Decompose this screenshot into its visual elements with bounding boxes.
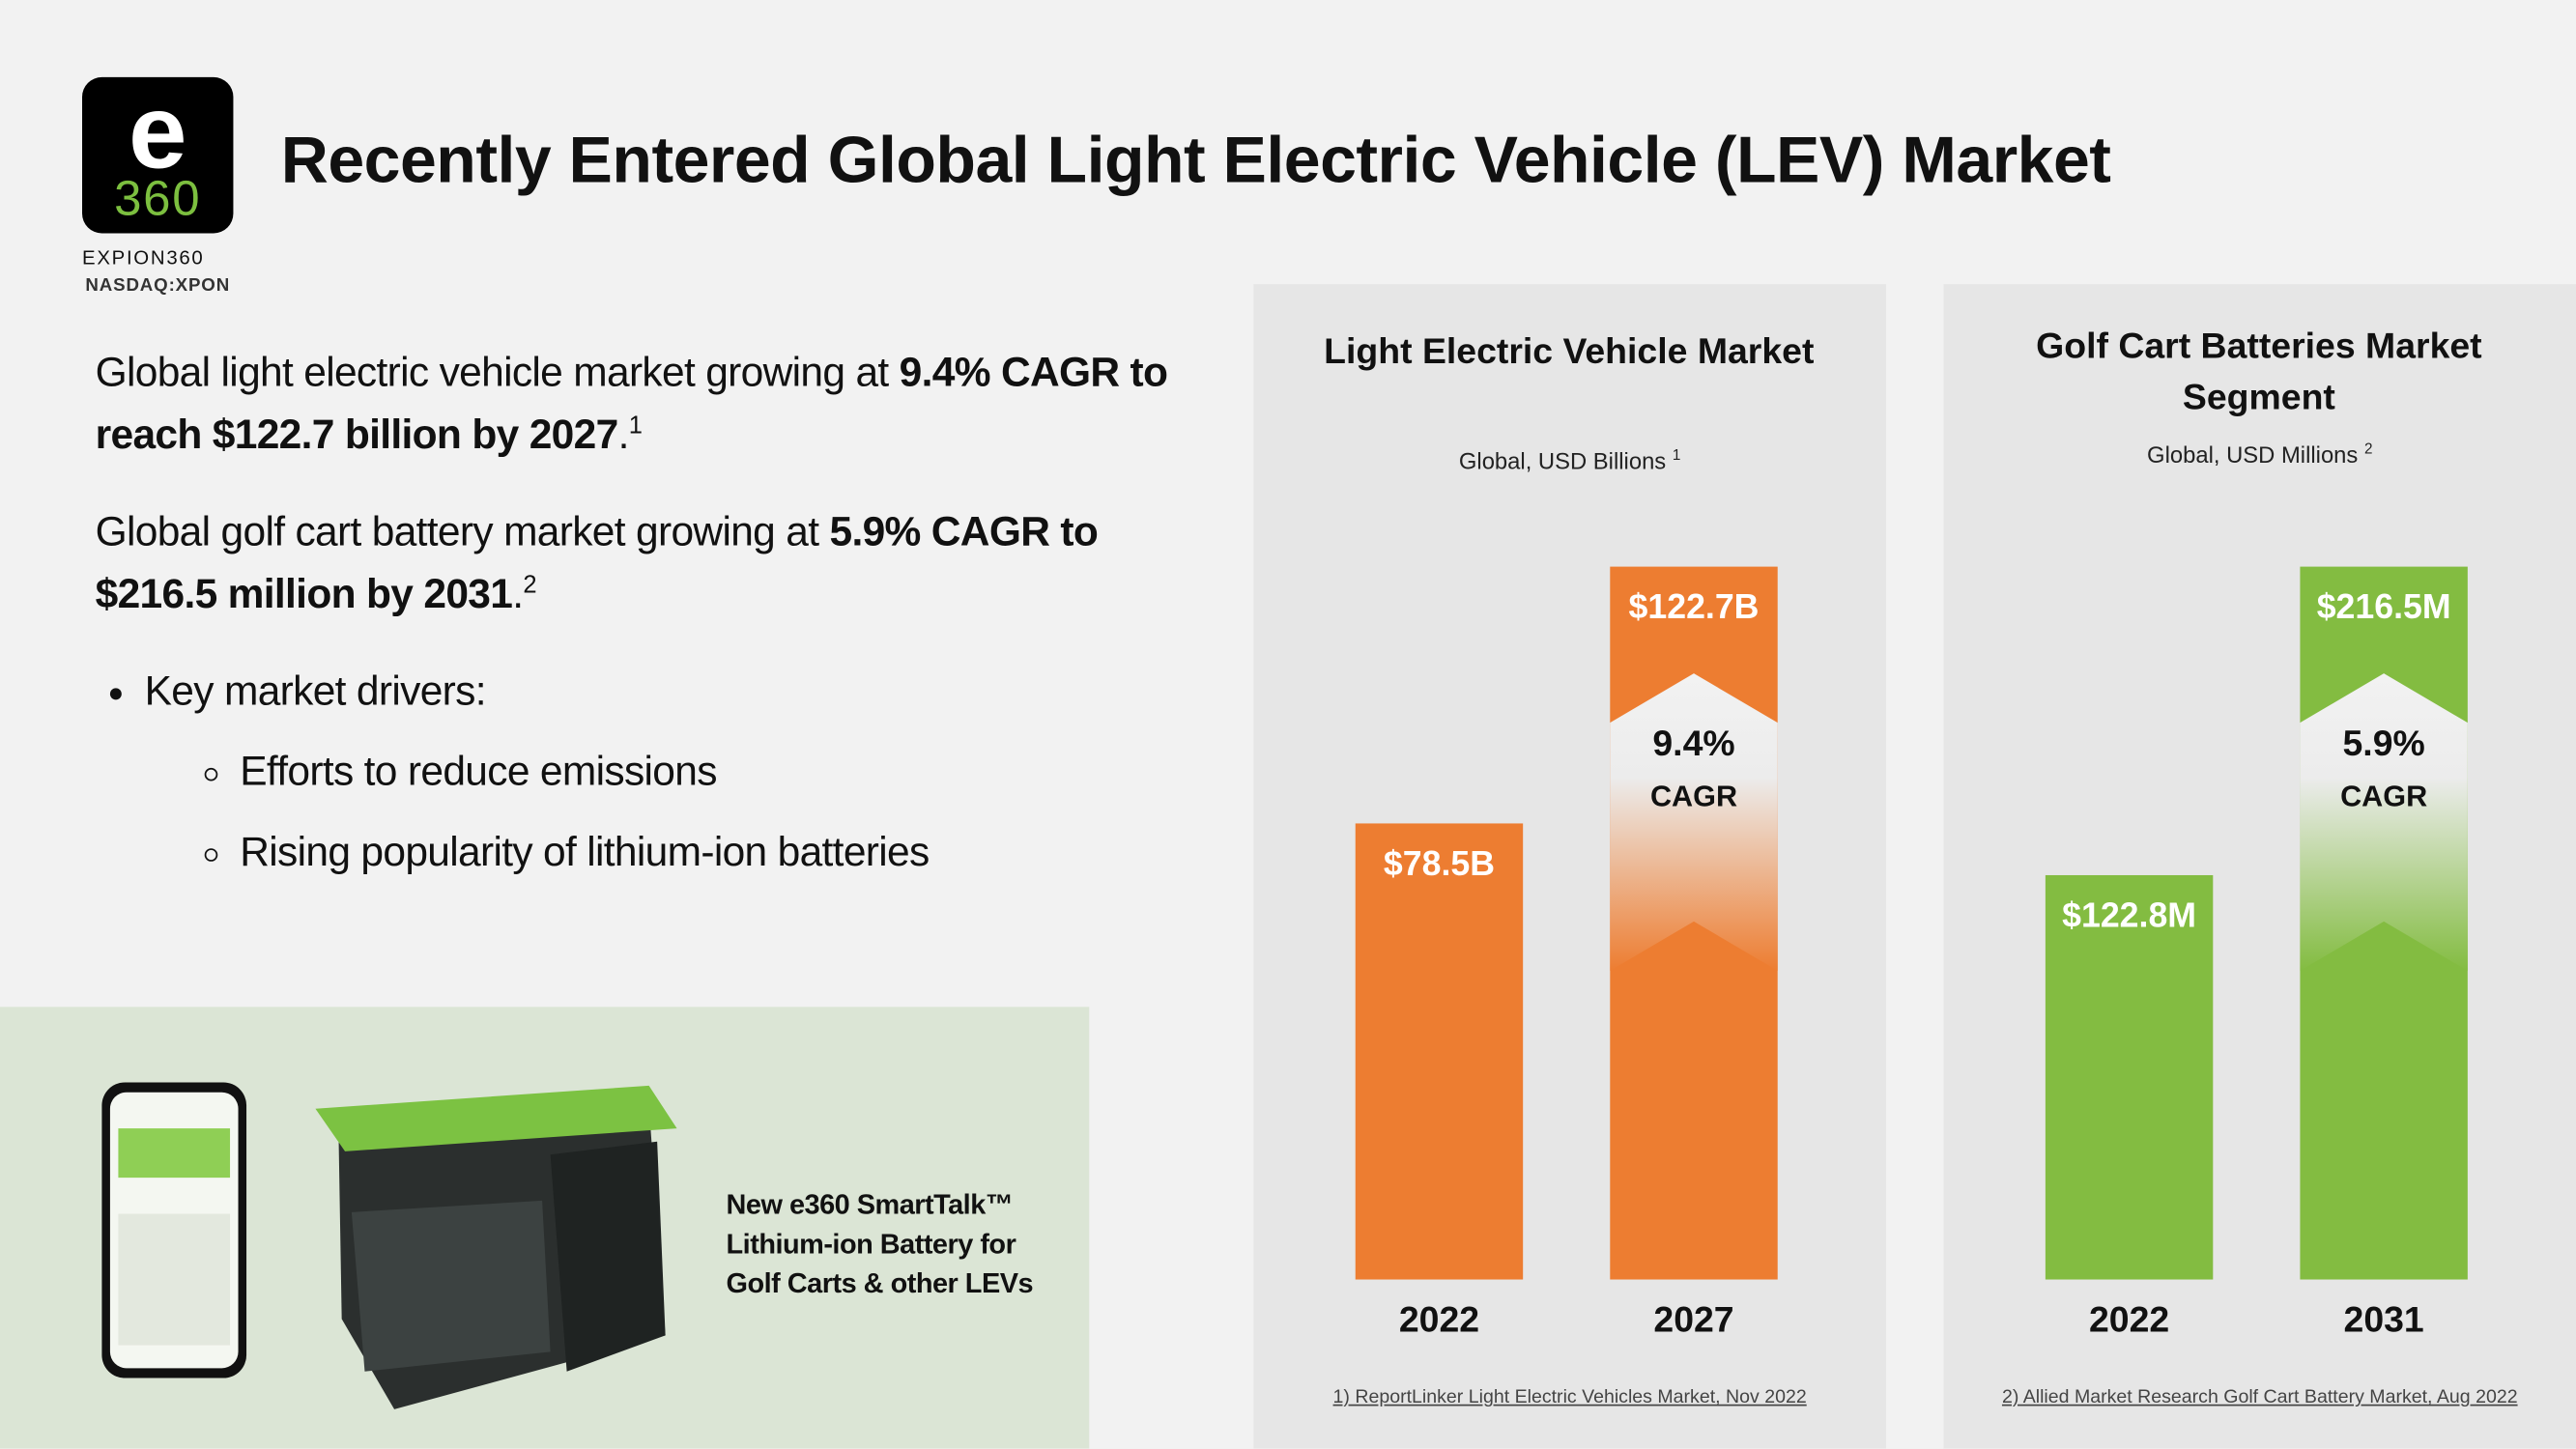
bold-text: 5.9% CAGR to $216.5 million by 2031 [95, 509, 1099, 618]
logo-letter: e [128, 71, 187, 191]
logo-number: 360 [114, 172, 202, 227]
chart: $122.8M 2022 5.9% CAGR $216.5M 2031 [2045, 566, 2468, 1340]
paragraph: Global light electric vehicle market gro… [96, 342, 1180, 467]
chart-subtitle: Global, USD Millions 2 [1943, 440, 2576, 468]
footnote-ref: 1 [628, 412, 643, 440]
chart-source: 1) ReportLinker Light Electric Vehicles … [1332, 1387, 1807, 1408]
x-tick-label: 2027 [1653, 1299, 1733, 1340]
product-panel [0, 1007, 1090, 1449]
paragraph: Global golf cart battery market growing … [96, 501, 1180, 626]
phone-cells [118, 1128, 231, 1179]
sub-bullet: Rising popularity of lithium-ion batteri… [240, 821, 1180, 884]
footnote-ref: 1 [1672, 446, 1681, 464]
cagr-arrow [2300, 673, 2468, 971]
bullet-list: Key market drivers: Efforts to reduce em… [96, 661, 1180, 884]
brand: EXPION360 [82, 246, 205, 270]
ticker: NASDAQ:XPON [85, 275, 231, 297]
x-tick-label: 2031 [2344, 1299, 2424, 1340]
caption-line: New e360 SmartTalk™ [726, 1189, 1014, 1221]
battery-side [550, 1141, 666, 1372]
cagr-value: 5.9% [2343, 723, 2425, 763]
text: . [617, 412, 630, 459]
subtitle-text: Global, USD Billions [1458, 447, 1667, 474]
body-text: Global light electric vehicle market gro… [96, 342, 1180, 902]
subtitle-text: Global, USD Millions [2147, 440, 2359, 469]
value-label: $216.5M [2317, 587, 2451, 626]
text: . [512, 571, 524, 618]
x-tick-label: 2022 [2089, 1299, 2169, 1340]
caption-line: Lithium-ion Battery for [726, 1228, 1016, 1261]
chart-subtitle: Global, USD Billions 1 [1253, 446, 1886, 473]
bar [1355, 823, 1524, 1280]
caption-line: Golf Carts & other LEVs [726, 1267, 1034, 1299]
cagr-value: 9.4% [1652, 723, 1734, 763]
text: Global light electric vehicle market gro… [95, 350, 900, 396]
cagr-label: CAGR [1650, 780, 1737, 812]
battery-lid [315, 1085, 677, 1151]
text: Global golf cart battery market growing … [95, 509, 830, 555]
chart-panel: Golf Cart Batteries Market Segment Global… [1943, 284, 2576, 1449]
chart-title: Light Electric Vehicle Market [1324, 329, 1815, 372]
phone-tiles [118, 1213, 231, 1346]
text: Key market drivers: [144, 668, 487, 715]
chart: $78.5B 2022 9.4% CAGR $122.7B 2027 [1355, 566, 1778, 1340]
bold-text: 9.4% CAGR to reach $122.7 billion by 202… [95, 350, 1168, 459]
bar [2045, 874, 2214, 1280]
logo: e 360 [82, 72, 234, 234]
value-label: $122.8M [2062, 896, 2196, 935]
chart-title: Golf Cart Batteries Market Segment [2036, 325, 2482, 417]
cagr-arrow [1610, 673, 1778, 971]
footnote-ref: 2 [2363, 440, 2373, 457]
sub-bullet-list: Efforts to reduce emissions Rising popul… [145, 741, 1180, 884]
cagr-label: CAGR [2340, 780, 2427, 812]
footnote-ref: 2 [523, 571, 536, 600]
chart-source: 2) Allied Market Research Golf Cart Batt… [2001, 1387, 2518, 1408]
x-tick-label: 2022 [1399, 1299, 1479, 1340]
product-art [101, 1082, 677, 1409]
value-label: $122.7B [1629, 587, 1760, 626]
bullet: Key market drivers: Efforts to reduce em… [145, 661, 1180, 884]
slide-title: Recently Entered Global Light Electric V… [280, 125, 2111, 198]
sub-bullet: Efforts to reduce emissions [240, 741, 1180, 804]
product-caption: New e360 SmartTalk™ Lithium-ion Battery … [727, 1186, 1034, 1304]
battery-label [351, 1200, 551, 1372]
value-label: $78.5B [1384, 844, 1495, 883]
chart-panel: Light Electric Vehicle Market Global, USD… [1253, 284, 1886, 1449]
